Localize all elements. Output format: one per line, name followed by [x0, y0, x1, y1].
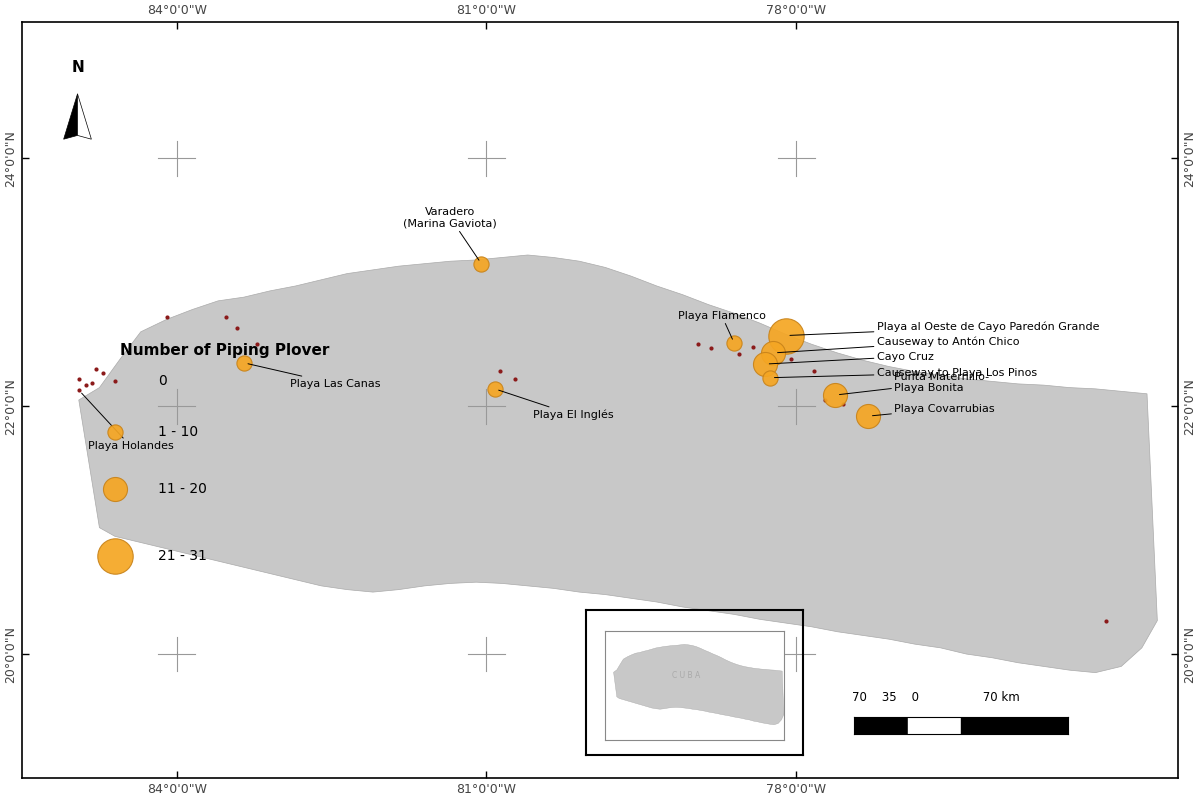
Polygon shape: [78, 94, 91, 139]
Point: [70, 373, 89, 386]
Text: Number of Piping Plover: Number of Piping Plover: [120, 343, 329, 358]
Text: 21 - 31: 21 - 31: [158, 550, 208, 563]
Text: Playa Flamenco: Playa Flamenco: [678, 310, 766, 339]
Point: [491, 365, 510, 378]
Point: [776, 329, 796, 342]
Point: [247, 338, 266, 350]
Point: [234, 357, 253, 370]
Point: [815, 394, 834, 406]
Point: [83, 376, 102, 389]
Point: [763, 346, 782, 359]
Point: [730, 348, 749, 361]
Point: [725, 337, 744, 350]
Text: Playa Holandes: Playa Holandes: [82, 393, 173, 451]
Point: [761, 371, 780, 384]
Text: N: N: [71, 60, 84, 75]
Text: Punta Maternillo-
Playa Bonita: Punta Maternillo- Playa Bonita: [840, 372, 989, 394]
Point: [743, 340, 762, 353]
Point: [689, 338, 708, 350]
Text: Playa El Inglés: Playa El Inglés: [499, 390, 613, 420]
Point: [833, 398, 852, 410]
Point: [92, 366, 112, 379]
Point: [826, 389, 845, 402]
Point: [86, 362, 106, 375]
Point: [1096, 614, 1115, 627]
Point: [104, 483, 124, 496]
Point: [804, 365, 823, 378]
Point: [859, 410, 878, 422]
Text: Varadero
(Marina Gaviota): Varadero (Marina Gaviota): [403, 207, 497, 260]
Point: [781, 353, 800, 366]
Point: [702, 342, 721, 354]
Text: Cayo Cruz: Cayo Cruz: [769, 352, 934, 364]
Point: [472, 258, 491, 270]
Text: 1 - 10: 1 - 10: [158, 425, 198, 438]
Point: [104, 550, 124, 563]
Polygon shape: [79, 255, 1157, 673]
Polygon shape: [64, 94, 78, 139]
Point: [157, 310, 176, 323]
Text: Playa Covarrubias: Playa Covarrubias: [872, 404, 995, 416]
Point: [756, 358, 775, 370]
Point: [70, 384, 89, 397]
Text: Causeway to Antón Chico: Causeway to Antón Chico: [778, 337, 1019, 353]
Point: [217, 310, 236, 323]
Point: [485, 382, 504, 395]
Text: Causeway to Playa Los Pinos: Causeway to Playa Los Pinos: [774, 368, 1037, 378]
Text: Playa Las Canas: Playa Las Canas: [248, 364, 380, 389]
Text: 70    35    0                 70 km: 70 35 0 70 km: [852, 691, 1020, 704]
Text: Playa al Oeste de Cayo Paredón Grande: Playa al Oeste de Cayo Paredón Grande: [790, 322, 1099, 335]
Point: [104, 374, 124, 387]
Text: 0: 0: [158, 374, 167, 388]
Text: 11 - 20: 11 - 20: [158, 482, 208, 496]
Point: [77, 378, 96, 391]
Point: [104, 426, 124, 438]
Point: [227, 322, 246, 334]
Point: [505, 373, 524, 386]
